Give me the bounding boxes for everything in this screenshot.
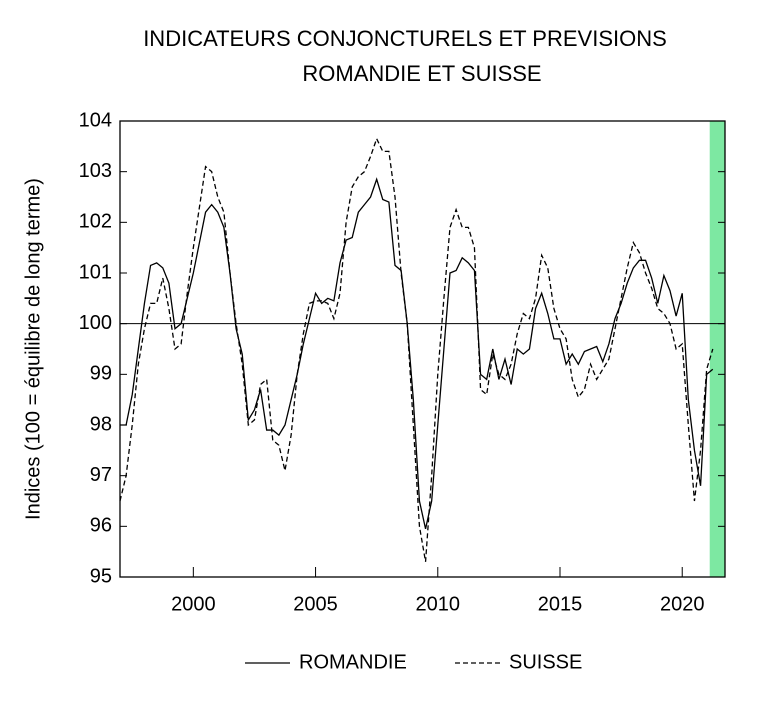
y-tick-label: 100	[79, 312, 112, 334]
forecast-region	[709, 121, 725, 577]
y-tick-label: 95	[90, 565, 112, 587]
x-tick-label: 2005	[293, 593, 338, 615]
plot-frame	[119, 120, 726, 578]
y-tick-label: 99	[90, 363, 112, 385]
x-tick-label: 2015	[538, 593, 583, 615]
y-tick-label: 97	[90, 464, 112, 486]
y-tick-label: 98	[90, 413, 112, 435]
y-tick-label: 103	[79, 160, 112, 182]
y-tick-label: 104	[79, 109, 112, 131]
y-tick-label: 101	[79, 261, 112, 283]
x-tick-label: 2000	[171, 593, 216, 615]
series-line	[120, 177, 714, 530]
y-axis-label: Indices (100 = équilibre de long terme)	[22, 178, 44, 520]
x-tick-label: 2020	[660, 593, 705, 615]
x-tick-label: 2010	[416, 593, 461, 615]
y-tick-label: 96	[90, 515, 112, 537]
y-tick-label: 102	[79, 211, 112, 233]
legend-label: SUISSE	[509, 651, 582, 673]
chart-subtitle: ROMANDIE ET SUISSE	[302, 61, 541, 86]
legend-label: ROMANDIE	[299, 651, 407, 673]
chart-title: INDICATEURS CONJONCTURELS ET PREVISIONS	[143, 26, 667, 51]
series-line	[119, 137, 714, 562]
